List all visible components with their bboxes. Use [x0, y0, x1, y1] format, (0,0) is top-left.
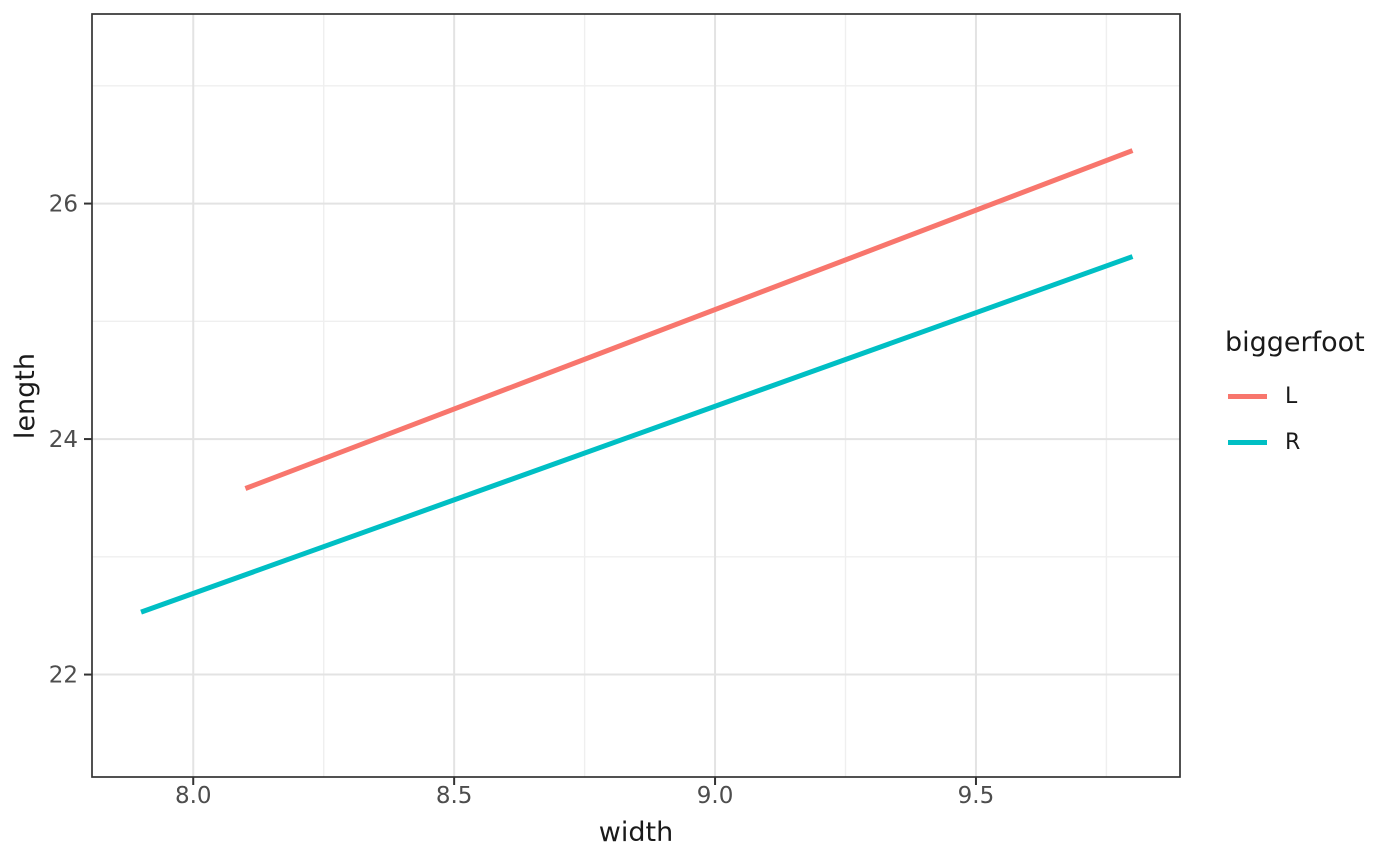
y-axis-title: length: [10, 352, 41, 440]
y-axis-tick-label: 22: [49, 663, 78, 689]
series-line-L: [244, 148, 1134, 491]
legend-key-line-icon: [1228, 393, 1267, 399]
legend-key-line-icon: [1228, 439, 1267, 445]
x-axis-tick-label: 9.0: [697, 783, 734, 809]
legend-title: biggerfoot: [1225, 327, 1365, 358]
x-axis-tick-label: 9.5: [958, 783, 995, 809]
panel-border: [91, 13, 1181, 778]
y-axis-tick-label: 26: [49, 192, 78, 218]
y-axis-tick-label: 24: [49, 427, 78, 453]
plot-panel: [92, 14, 1180, 777]
x-axis-tick-label: 8.5: [436, 783, 473, 809]
series-line-R: [140, 254, 1134, 615]
legend-item-R: R: [1225, 419, 1365, 465]
legend-item-label: L: [1285, 383, 1298, 409]
x-axis-tick-label: 8.0: [175, 783, 212, 809]
legend-item-L: L: [1225, 373, 1365, 419]
y-axis-title-wrap: length: [10, 0, 41, 792]
x-axis-title: width: [598, 817, 674, 848]
legend-item-label: R: [1285, 429, 1301, 455]
